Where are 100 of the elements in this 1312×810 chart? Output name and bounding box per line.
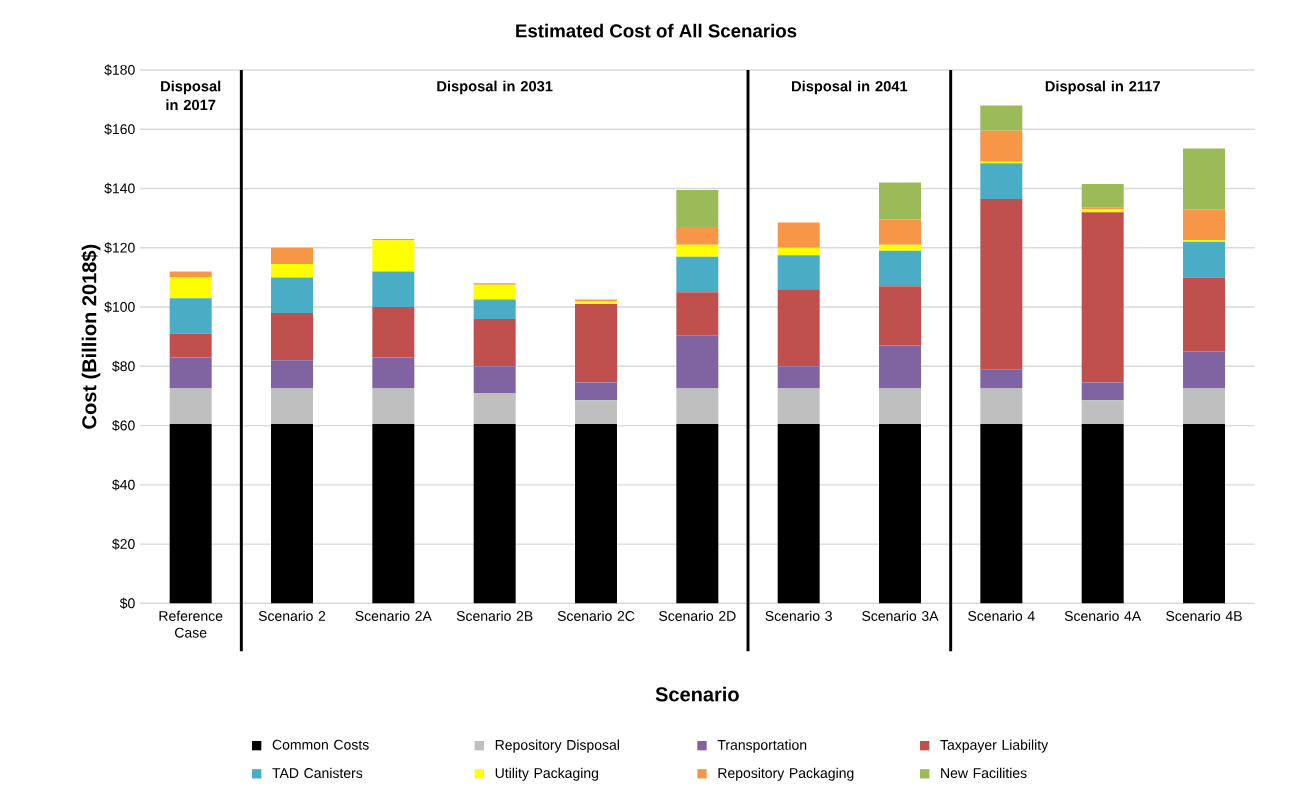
bar [1183,388,1226,425]
bar [372,424,415,604]
bar [1081,382,1124,401]
bar [676,388,719,425]
x-tick-label: Scenario 3A [862,610,939,621]
bar [372,357,415,389]
bar [271,247,314,265]
bar [676,227,719,245]
bar [271,264,314,278]
y-tick-label: $100 [104,301,135,313]
bar [879,286,922,346]
bar [372,307,415,358]
annotation: Disposal in 2117 [1045,80,1160,95]
bar [980,388,1023,425]
bar [372,388,415,425]
bar [676,244,719,257]
bar [1183,209,1226,241]
legend-label: Repository Disposal [495,739,619,753]
y-tick-label: $80 [112,360,135,372]
bar [169,357,212,389]
bar [777,388,820,425]
legend-label: TAD Canisters [272,767,363,779]
y-tick-label: $140 [104,182,135,195]
x-axis-title: Scenario [655,686,739,702]
y-tick-label: $40 [112,479,135,491]
x-tick-label: Scenario 2B [456,610,533,621]
bar [1183,424,1226,604]
x-tick-label: Reference Case [159,610,223,638]
legend-label: Taxpayer Liability [940,739,1049,753]
y-tick-label: $160 [104,123,135,135]
bar [169,333,212,358]
bar [676,335,719,389]
bar [879,424,922,604]
bar [980,424,1023,604]
legend-label: Common Costs [272,739,369,750]
bar [473,284,516,300]
chart-title: Estimated Cost of All Scenarios [516,23,797,38]
bar [1081,400,1124,425]
bar [777,222,820,248]
x-tick-label: Scenario 2A [355,610,432,621]
x-tick-label: Scenario 4A [1064,610,1142,621]
bar [372,271,415,308]
bar [169,271,212,278]
bar [473,299,516,319]
bar [879,388,922,425]
bar [980,198,1023,370]
bar [1081,212,1124,383]
x-tick-label: Scenario 2D [659,610,736,621]
legend-label: Transportation [717,739,807,753]
bar [271,312,314,361]
bar [271,360,314,389]
bar [575,400,618,425]
x-tick-label: Scenario 2C [557,610,635,621]
y-tick-label: $0 [119,597,135,609]
bar [271,388,314,425]
bar [777,247,820,256]
bar [980,105,1023,131]
legend-label: Repository Packaging [718,767,854,781]
bar [777,366,820,389]
bar [676,424,719,604]
bar [1081,184,1124,208]
bar [1081,424,1124,604]
bar [1183,277,1226,352]
bar [879,244,922,251]
bar [473,392,516,425]
bar [169,424,212,604]
bar [169,277,212,299]
bar [473,424,516,604]
bar [777,289,820,367]
y-tick-label: $180 [104,64,135,76]
bar [879,250,922,287]
bar [372,240,415,272]
bar [676,190,719,228]
bar [271,277,314,313]
bar [879,182,922,220]
y-tick-label: $120 [104,242,135,254]
bar [169,298,212,334]
bar [271,424,314,604]
bar [1183,241,1226,278]
bar [777,255,820,290]
y-axis-title: Cost (Billion 2018$) [81,244,101,429]
bar [1183,148,1226,210]
bar [980,163,1023,199]
y-tick-label: $20 [112,538,135,550]
annotation: Disposal in 2031 [437,80,553,95]
bar [777,424,820,604]
bar [676,256,719,293]
x-tick-label: Scenario 2 [258,610,326,621]
bar [879,345,922,389]
x-tick-label: Scenario 3 [765,610,832,621]
bar [879,219,922,245]
bar [1183,351,1226,389]
legend-label: Utility Packaging [495,767,599,781]
annotation: Disposal in 2041 [792,80,908,95]
x-tick-label: Scenario 4 [968,610,1035,621]
bar [676,292,719,336]
bar [473,366,516,393]
bar [575,304,618,383]
bar [575,382,618,401]
legend-label: New Facilities [941,767,1027,779]
